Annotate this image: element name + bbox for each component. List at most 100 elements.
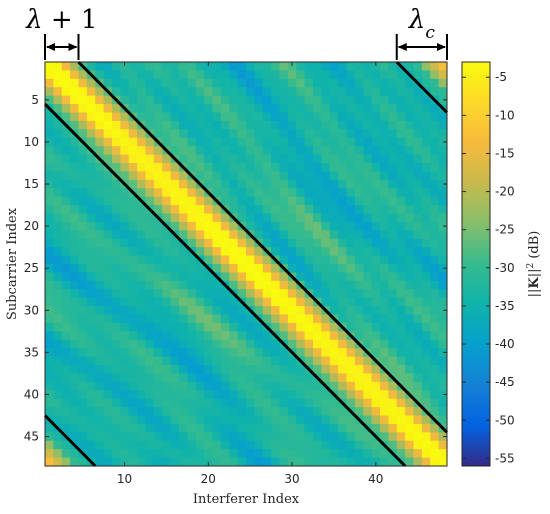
- heatmap-cell: [70, 407, 79, 416]
- heatmap-cell: [304, 188, 314, 198]
- heatmap-cell: [438, 238, 448, 248]
- heatmap-cell: [371, 179, 381, 189]
- heatmap-cell: [279, 247, 289, 256]
- heatmap-cell: [363, 238, 373, 248]
- heatmap-cell: [195, 390, 205, 400]
- heatmap-cell: [112, 440, 121, 450]
- heatmap-cell: [153, 62, 163, 71]
- heatmap-cell: [279, 205, 289, 214]
- heatmap-cell: [413, 373, 423, 383]
- heatmap-cell: [212, 163, 222, 172]
- heatmap-cell: [363, 339, 373, 349]
- heatmap-cell: [86, 154, 96, 164]
- heatmap-cell: [338, 306, 347, 315]
- heatmap-cell: [153, 163, 163, 172]
- heatmap-cell: [396, 120, 406, 130]
- heatmap-cell: [153, 188, 163, 198]
- heatmap-cell: [262, 398, 272, 408]
- heatmap-cell: [237, 348, 247, 357]
- heatmap-cell: [279, 196, 289, 206]
- heatmap-cell: [179, 272, 188, 282]
- heatmap-cell: [95, 415, 105, 425]
- heatmap-cell: [95, 238, 105, 248]
- heatmap-cell: [45, 440, 54, 450]
- heatmap-cell: [120, 205, 130, 214]
- heatmap-cell: [112, 373, 121, 383]
- heatmap-cell: [338, 373, 347, 383]
- heatmap-cell: [179, 390, 188, 400]
- heatmap-cell: [271, 171, 280, 181]
- heatmap-cell: [204, 314, 213, 324]
- heatmap-cell: [287, 449, 297, 458]
- heatmap-cell: [179, 297, 188, 307]
- heatmap-cell: [162, 432, 172, 442]
- heatmap-cell: [254, 415, 264, 425]
- heatmap-cell: [53, 381, 63, 391]
- heatmap-cell: [346, 432, 356, 442]
- heatmap-cell: [170, 146, 180, 155]
- heatmap-cell: [413, 407, 423, 416]
- heatmap-cell: [95, 356, 105, 366]
- heatmap-cell: [103, 365, 113, 374]
- heatmap-cell: [371, 188, 381, 198]
- heatmap-cell: [380, 306, 389, 315]
- heatmap-cell: [237, 373, 247, 383]
- heatmap-cell: [220, 407, 230, 416]
- heatmap-cell: [61, 314, 71, 324]
- heatmap-cell: [128, 381, 138, 391]
- heatmap-cell: [313, 314, 322, 324]
- heatmap-cell: [271, 289, 280, 299]
- heatmap-cell: [153, 365, 163, 374]
- heatmap-cell: [371, 272, 381, 282]
- heatmap-cell: [86, 373, 96, 383]
- heatmap-cell: [162, 297, 172, 307]
- heatmap-cell: [430, 146, 440, 155]
- heatmap-cell: [220, 213, 230, 223]
- heatmap-cell: [346, 205, 356, 214]
- heatmap-cell: [187, 95, 197, 105]
- heatmap-cell: [313, 339, 322, 349]
- heatmap-cell: [287, 381, 297, 391]
- heatmap-cell: [128, 230, 138, 240]
- heatmap-cell: [338, 255, 347, 265]
- heatmap-cell: [254, 356, 264, 366]
- heatmap-cell: [162, 457, 172, 467]
- heatmap-cell: [363, 432, 373, 442]
- heatmap-cell: [329, 407, 339, 416]
- heatmap-cell: [78, 356, 88, 366]
- heatmap-cell: [95, 306, 105, 315]
- heatmap-cell: [45, 213, 54, 223]
- heatmap-cell: [363, 213, 373, 223]
- heatmap-cell: [95, 272, 105, 282]
- heatmap-cell: [195, 95, 205, 105]
- heatmap-cell: [321, 314, 331, 324]
- heatmap-cell: [179, 196, 188, 206]
- heatmap-cell: [396, 373, 406, 383]
- heatmap-cell: [438, 163, 448, 172]
- heatmap-cell: [262, 331, 272, 341]
- heatmap-cell: [363, 129, 373, 139]
- heatmap-cell: [86, 289, 96, 299]
- heatmap-cell: [187, 221, 197, 231]
- heatmap-cell: [313, 457, 322, 467]
- heatmap-cell: [271, 196, 280, 206]
- heatmap-cell: [70, 205, 79, 214]
- heatmap-cell: [405, 306, 414, 315]
- heatmap-cell: [120, 129, 130, 139]
- heatmap-cell: [187, 205, 197, 214]
- heatmap-cell: [212, 432, 222, 442]
- heatmap-cell: [262, 423, 272, 433]
- heatmap-cell: [86, 423, 96, 433]
- heatmap-cell: [329, 264, 339, 273]
- heatmap-cell: [304, 70, 314, 80]
- heatmap-cell: [279, 171, 289, 181]
- heatmap-cell: [195, 356, 205, 366]
- heatmap-cell: [271, 112, 280, 122]
- colorbar-tick-label: -45: [495, 375, 515, 389]
- heatmap-cell: [430, 120, 440, 130]
- heatmap-cell: [195, 213, 205, 223]
- heatmap-cell: [296, 171, 306, 181]
- heatmap-cell: [95, 373, 105, 383]
- heatmap-cell: [371, 238, 381, 248]
- heatmap-cell: [195, 163, 205, 172]
